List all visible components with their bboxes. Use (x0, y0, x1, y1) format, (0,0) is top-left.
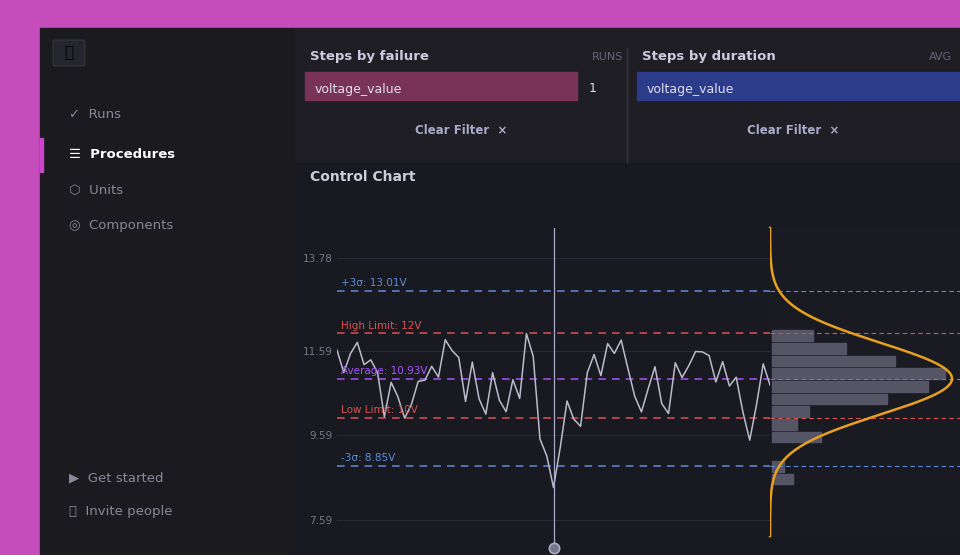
Text: Oct 10: Oct 10 (571, 249, 625, 264)
Text: ◎  Components: ◎ Components (69, 219, 173, 231)
Bar (772, 393, 887, 404)
Bar (295, 28, 960, 555)
Text: ▶  Get started: ▶ Get started (69, 472, 163, 485)
Text: voltage_value: voltage_value (315, 83, 402, 95)
Text: 🤖: 🤖 (64, 46, 74, 60)
Text: Control Chart: Control Chart (310, 170, 416, 184)
Text: value: value (591, 280, 624, 292)
Text: ⬡  Units: ⬡ Units (69, 184, 123, 196)
Bar (772, 461, 784, 472)
Bar (772, 432, 822, 442)
Bar (770, 228, 960, 536)
Text: ☰  Procedures: ☰ Procedures (69, 149, 175, 162)
Bar (637, 72, 960, 100)
Bar (772, 381, 928, 391)
Point (546, 543, 562, 552)
Text: Steps by duration: Steps by duration (642, 50, 776, 63)
Text: RUNS: RUNS (592, 52, 623, 62)
Bar (295, 163, 960, 555)
Bar (772, 474, 793, 485)
Bar (772, 368, 945, 379)
Text: Average: 10.93V: Average: 10.93V (342, 366, 428, 376)
Text: AVG: AVG (929, 52, 952, 62)
Bar (0, 0, 960, 28)
Text: Steps by failure: Steps by failure (310, 50, 429, 63)
Bar (772, 343, 846, 354)
Bar (772, 419, 797, 430)
Text: Clear Filter  ×: Clear Filter × (747, 124, 839, 137)
Bar (40, 138, 43, 172)
Text: voltage_value: voltage_value (647, 83, 734, 95)
Text: 1: 1 (589, 83, 597, 95)
Text: 👥  Invite people: 👥 Invite people (69, 506, 173, 518)
Bar (40, 28, 295, 555)
Text: Low Limit: 10V: Low Limit: 10V (342, 405, 419, 415)
Text: Clear Filter  ×: Clear Filter × (415, 124, 507, 137)
Text: -3σ: 8.85V: -3σ: 8.85V (342, 453, 396, 463)
FancyBboxPatch shape (559, 233, 712, 304)
Text: +3σ: 13.01V: +3σ: 13.01V (342, 278, 407, 288)
Text: ✓  Runs: ✓ Runs (69, 108, 121, 120)
FancyBboxPatch shape (53, 40, 85, 66)
Text: 8.35: 8.35 (665, 279, 702, 294)
Bar (772, 356, 896, 366)
Text: High Limit: 12V: High Limit: 12V (342, 321, 421, 331)
Bar (772, 406, 809, 417)
Bar (772, 330, 813, 341)
Bar (305, 72, 577, 100)
